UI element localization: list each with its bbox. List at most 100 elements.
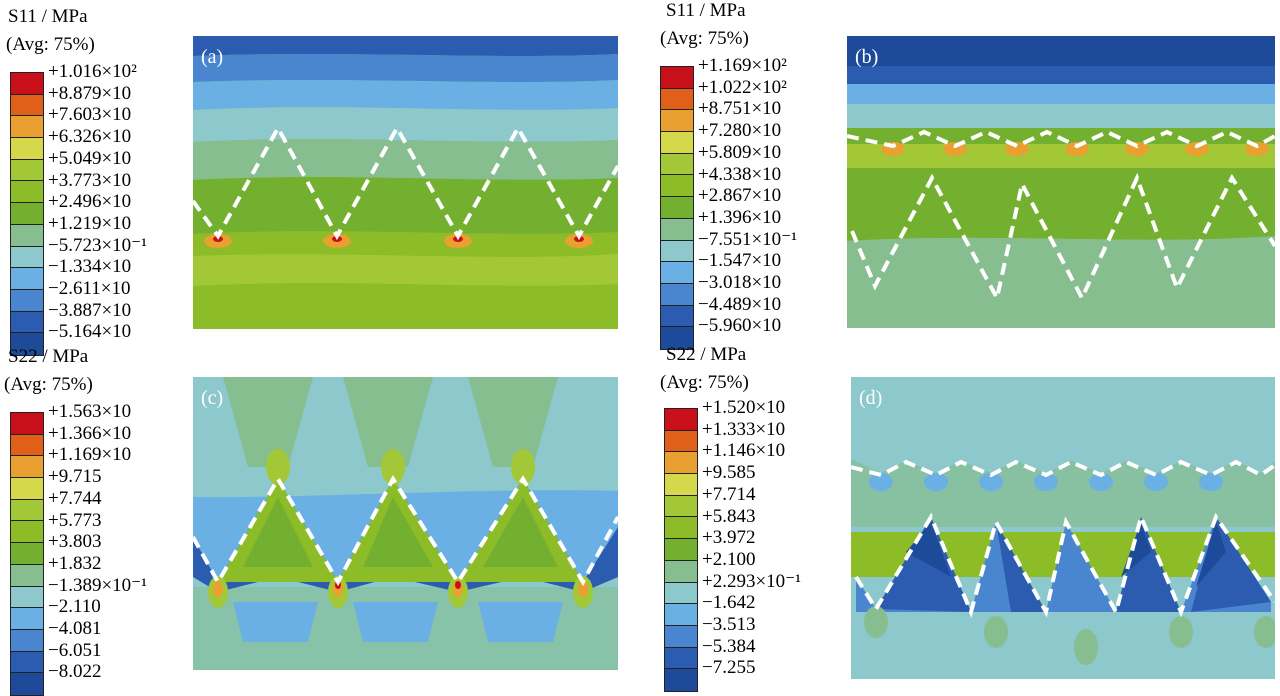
legend-swatch	[661, 283, 693, 306]
legend-value: +9.715	[48, 466, 102, 488]
legend-swatch	[11, 651, 43, 674]
legend-value: +4.338×10	[698, 163, 782, 185]
legend-value: −4.489×10	[698, 293, 782, 315]
legend-swatch	[11, 138, 43, 160]
legend-subtitle-c: (Avg: 75%)	[4, 374, 93, 395]
legend-value: −1.334×10	[48, 256, 132, 278]
legend-value: +1.169×10²	[698, 55, 787, 76]
legend-colorbar-d	[664, 408, 698, 692]
legend-swatch	[11, 333, 43, 355]
legend-swatch	[665, 409, 697, 431]
legend-value: +7.744	[48, 487, 102, 509]
legend-swatch	[665, 560, 697, 583]
legend-value: −2.110	[48, 596, 101, 618]
legend-value: +7.603×10	[48, 104, 132, 126]
legend-value: +2.293×10⁻¹	[702, 570, 801, 592]
legend-value: +1.396×10	[698, 206, 782, 228]
legend-value: −5.384	[702, 635, 756, 657]
legend-value: +2.496×10	[48, 191, 132, 213]
legend-swatch	[661, 197, 693, 219]
legend-value: +1.219×10	[48, 212, 132, 234]
legend-value: +8.751×10	[698, 98, 782, 120]
legend-colorbar-a	[10, 72, 44, 356]
legend-swatch	[11, 268, 43, 290]
legend-value: −2.611×10	[48, 278, 131, 299]
legend-value: +8.879×10	[48, 82, 132, 104]
legend-swatch	[11, 116, 43, 139]
legend-value: +5.809×10	[698, 141, 782, 163]
legend-value: +1.146×10	[702, 440, 786, 462]
legend-value: +1.563×10	[48, 401, 132, 422]
legend-swatch	[11, 159, 43, 182]
legend-swatch	[661, 67, 693, 89]
legend-swatch	[665, 517, 697, 540]
legend-swatch	[665, 452, 697, 475]
legend-swatch	[661, 88, 693, 111]
legend-swatch	[11, 499, 43, 522]
legend-value: −7.551×10⁻¹	[698, 228, 797, 250]
legend-value: +1.169×10	[48, 444, 132, 466]
legend-value: +1.333×10	[702, 418, 786, 440]
panel-label-d: (d)	[859, 387, 883, 409]
legend-value: +3.773×10	[48, 169, 132, 191]
legend-swatch	[11, 521, 43, 544]
legend-value: −3.887×10	[48, 299, 132, 321]
legend-value: +1.016×10²	[48, 61, 137, 82]
legend-value: +3.972	[702, 527, 756, 549]
legend-swatch	[665, 604, 697, 626]
legend-value: +5.049×10	[48, 147, 132, 169]
legend-value: +7.280×10	[698, 120, 782, 142]
legend-swatch	[11, 586, 43, 609]
legend-colorbar-b	[660, 66, 694, 350]
legend-subtitle-a: (Avg: 75%)	[6, 34, 95, 55]
legend-swatch	[665, 474, 697, 496]
legend-swatch	[661, 153, 693, 176]
legend-value: −8.022	[48, 661, 102, 683]
legend-swatch	[11, 311, 43, 334]
legend-swatch	[11, 73, 43, 95]
legend-swatch	[11, 456, 43, 479]
legend-value: +5.843	[702, 505, 756, 527]
legend-value: +5.773	[48, 509, 102, 531]
legend-value: +2.100	[702, 548, 756, 570]
legend-swatch	[661, 175, 693, 198]
contour-map-d: (d)	[851, 377, 1275, 679]
legend-value: +1.832	[48, 552, 102, 574]
legend-swatch	[11, 478, 43, 500]
legend-swatch	[11, 434, 43, 457]
legend-subtitle-d: (Avg: 75%)	[660, 372, 749, 393]
legend-swatch	[661, 240, 693, 263]
legend-swatch	[11, 673, 43, 695]
legend-swatch	[665, 582, 697, 605]
legend-swatch	[665, 625, 697, 648]
legend-title-a: S11 / MPa	[8, 6, 88, 27]
legend-value: −4.081	[48, 618, 102, 639]
legend-value: −1.642	[702, 592, 756, 614]
legend-swatch	[11, 289, 43, 312]
legend-value: +1.520×10	[702, 397, 786, 418]
legend-swatch	[661, 305, 693, 328]
contour-map-b: (b)	[847, 36, 1275, 328]
legend-swatch	[11, 94, 43, 117]
legend-swatch	[665, 539, 697, 561]
legend-value: −5.164×10	[48, 321, 132, 343]
contour-map-a: (a)	[193, 36, 618, 329]
legend-swatch	[11, 181, 43, 204]
legend-swatch	[661, 218, 693, 241]
legend-value: +9.585	[702, 462, 756, 484]
legend-swatch	[11, 543, 43, 565]
legend-value: −6.051	[48, 639, 102, 661]
legend-value: +1.366×10	[48, 422, 132, 444]
legend-swatch	[11, 224, 43, 247]
legend-value: −1.389×10⁻¹	[48, 574, 147, 596]
legend-value: −5.723×10⁻¹	[48, 234, 147, 256]
legend-value: +3.803	[48, 531, 102, 553]
legend-swatch	[11, 629, 43, 652]
legend-swatch	[665, 647, 697, 670]
legend-swatch	[11, 203, 43, 225]
legend-value: −3.018×10	[698, 272, 782, 293]
legend-value: +1.022×10²	[698, 76, 787, 98]
legend-value: +2.867×10	[698, 185, 782, 207]
legend-swatch	[661, 262, 693, 284]
legend-subtitle-b: (Avg: 75%)	[660, 28, 749, 49]
